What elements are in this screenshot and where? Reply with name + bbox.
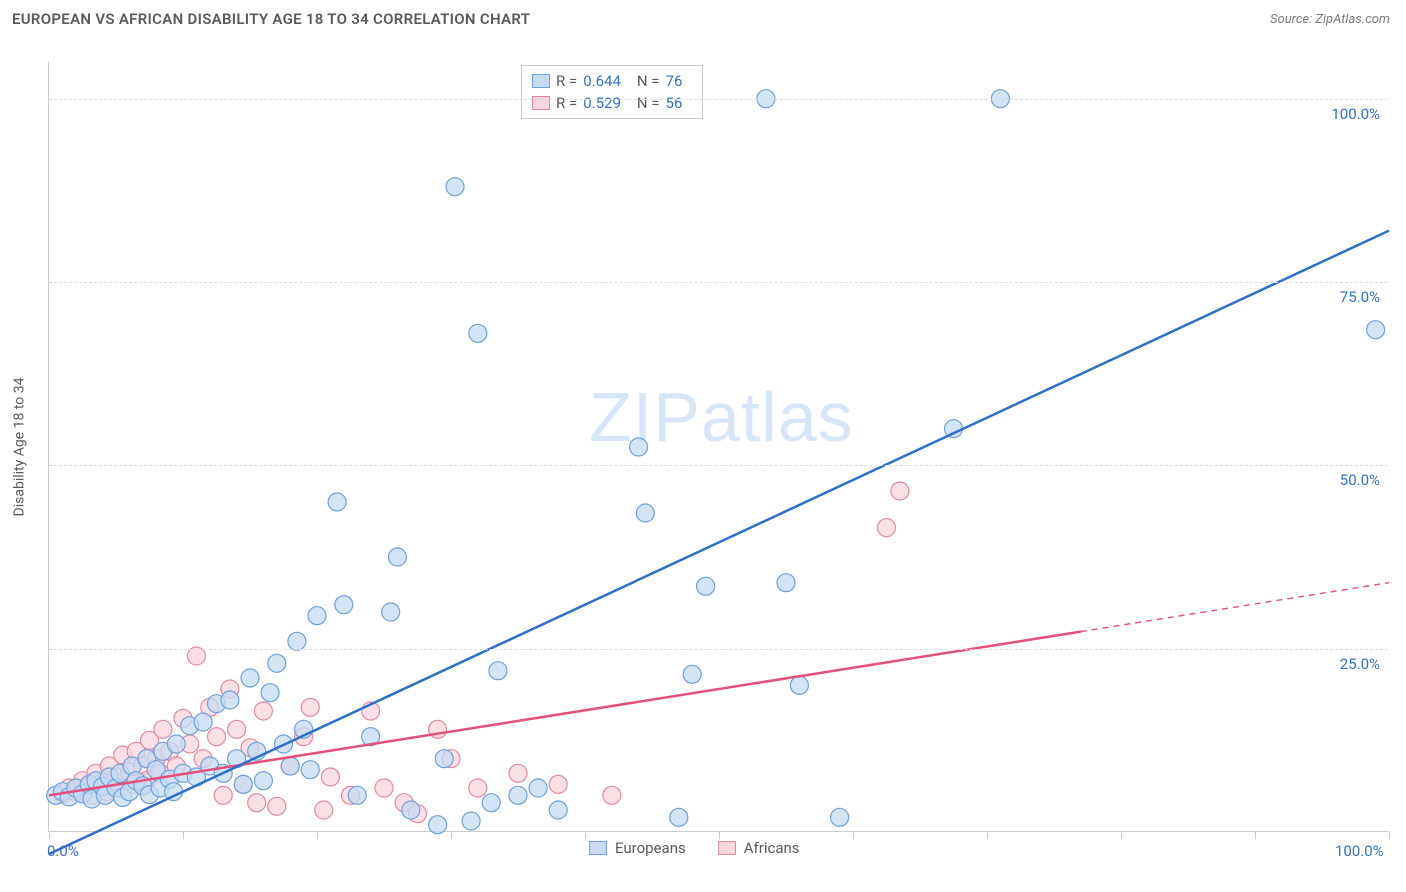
data-point <box>214 786 232 804</box>
data-point <box>878 519 896 537</box>
data-point <box>288 632 306 650</box>
x-tick <box>317 831 318 839</box>
data-point <box>261 684 279 702</box>
data-point <box>489 662 507 680</box>
scatter-svg <box>49 62 1388 831</box>
x-tick <box>987 831 988 839</box>
data-point <box>636 504 654 522</box>
data-point <box>375 779 393 797</box>
legend-label-europeans: Europeans <box>615 839 686 857</box>
data-point <box>697 577 715 595</box>
data-point <box>469 324 487 342</box>
legend-series: Europeans Africans <box>589 839 800 857</box>
gridline <box>49 282 1388 283</box>
data-point <box>234 775 252 793</box>
x-tick <box>719 831 720 839</box>
gridline <box>49 649 1388 650</box>
data-point <box>248 794 266 812</box>
data-point <box>549 775 567 793</box>
data-point <box>482 794 500 812</box>
legend-label-africans: Africans <box>744 839 800 857</box>
data-point <box>402 801 420 819</box>
data-point <box>228 720 246 738</box>
y-axis-value: 0.0% <box>47 842 79 860</box>
y-axis-value: 25.0% <box>1340 655 1380 673</box>
data-point <box>268 797 286 815</box>
data-point <box>529 779 547 797</box>
data-point <box>446 178 464 196</box>
legend-stats-row-europeans: R =0.644 N =76 <box>532 70 692 92</box>
swatch-europeans-icon <box>589 841 607 855</box>
data-point <box>388 548 406 566</box>
data-point <box>1367 321 1385 339</box>
data-point <box>462 812 480 830</box>
x-tick <box>451 831 452 839</box>
legend-stats-box: R =0.644 N =76 R =0.529 N =56 <box>521 65 703 119</box>
trend-line <box>49 231 1389 854</box>
data-point <box>509 786 527 804</box>
data-point <box>630 438 648 456</box>
y-axis-label: Disability Age 18 to 34 <box>11 378 27 517</box>
swatch-europeans <box>532 74 550 88</box>
x-tick <box>1255 831 1256 839</box>
data-point <box>194 713 212 731</box>
data-point <box>683 665 701 683</box>
data-point <box>469 779 487 797</box>
data-point <box>831 808 849 826</box>
data-point <box>254 702 272 720</box>
data-point <box>315 801 333 819</box>
data-point <box>891 482 909 500</box>
swatch-africans-icon <box>718 841 736 855</box>
data-point <box>187 647 205 665</box>
x-tick <box>853 831 854 839</box>
data-point <box>549 801 567 819</box>
data-point <box>308 607 326 625</box>
data-point <box>154 720 172 738</box>
gridline <box>49 465 1388 466</box>
source-attribution: Source: ZipAtlas.com <box>1270 12 1390 27</box>
data-point <box>335 596 353 614</box>
x-tick <box>49 831 50 839</box>
data-point <box>208 728 226 746</box>
data-point <box>509 764 527 782</box>
data-point <box>301 761 319 779</box>
x-tick <box>585 831 586 839</box>
data-point <box>670 808 688 826</box>
data-point <box>328 493 346 511</box>
data-point <box>777 574 795 592</box>
gridline <box>49 99 1388 100</box>
x-axis-value: 100.0% <box>1335 842 1384 860</box>
y-axis-value: 50.0% <box>1340 471 1380 489</box>
data-point <box>301 698 319 716</box>
data-point <box>241 669 259 687</box>
trend-line-dash <box>1081 583 1389 632</box>
data-point <box>790 676 808 694</box>
data-point <box>429 816 447 834</box>
y-axis-value: 75.0% <box>1340 288 1380 306</box>
chart-plot-area: ZIPatlas R =0.644 N =76 R =0.529 N =56 E… <box>48 62 1388 832</box>
data-point <box>268 654 286 672</box>
y-axis-value: 100.0% <box>1331 105 1380 123</box>
data-point <box>348 786 366 804</box>
x-tick <box>1121 831 1122 839</box>
data-point <box>321 768 339 786</box>
x-tick <box>1389 831 1390 839</box>
data-point <box>254 772 272 790</box>
data-point <box>435 750 453 768</box>
data-point <box>603 786 621 804</box>
legend-stats-row-africans: R =0.529 N =56 <box>532 92 692 114</box>
chart-title: EUROPEAN VS AFRICAN DISABILITY AGE 18 TO… <box>12 10 530 28</box>
data-point <box>281 757 299 775</box>
data-point <box>221 691 239 709</box>
data-point <box>382 603 400 621</box>
x-tick <box>183 831 184 839</box>
data-point <box>167 735 185 753</box>
